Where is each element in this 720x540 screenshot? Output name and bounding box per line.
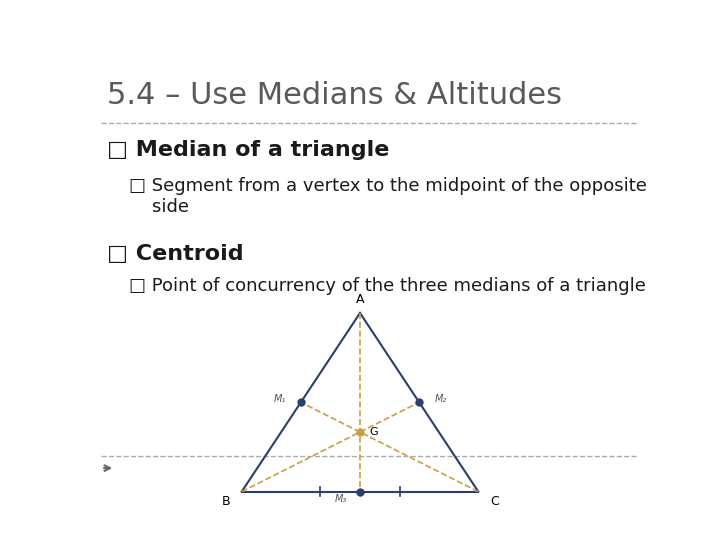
Text: M₂: M₂ bbox=[434, 394, 446, 404]
Text: □ Median of a triangle: □ Median of a triangle bbox=[107, 140, 389, 160]
Text: 5.4 – Use Medians & Altitudes: 5.4 – Use Medians & Altitudes bbox=[107, 82, 562, 111]
Text: □ Point of concurrency of the three medians of a triangle: □ Point of concurrency of the three medi… bbox=[129, 277, 646, 295]
Text: C: C bbox=[490, 495, 499, 508]
Point bbox=[295, 398, 307, 407]
Text: M₁: M₁ bbox=[274, 394, 286, 404]
Point bbox=[354, 487, 366, 496]
Text: M₃: M₃ bbox=[335, 494, 347, 504]
Text: G: G bbox=[369, 427, 378, 437]
Point bbox=[413, 398, 425, 407]
Text: □ Segment from a vertex to the midpoint of the opposite
    side: □ Segment from a vertex to the midpoint … bbox=[129, 177, 647, 216]
Point bbox=[354, 428, 366, 436]
Text: B: B bbox=[221, 495, 230, 508]
Text: A: A bbox=[356, 293, 364, 306]
Text: □ Centroid: □ Centroid bbox=[107, 244, 243, 264]
